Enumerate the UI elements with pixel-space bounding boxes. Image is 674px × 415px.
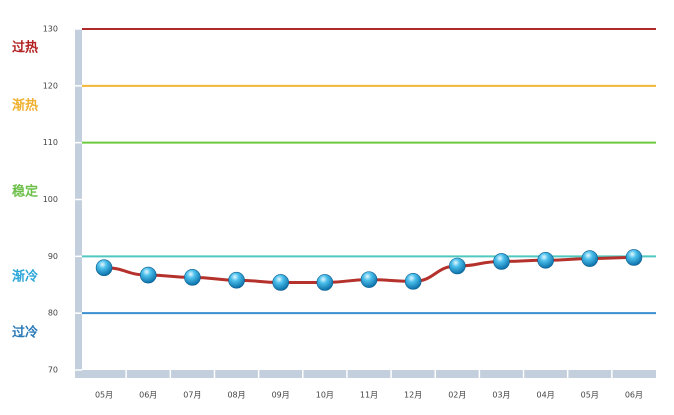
data-point — [493, 253, 510, 270]
data-point — [95, 259, 113, 277]
y-axis-bar — [75, 29, 82, 378]
data-point — [537, 252, 554, 269]
x-tick-label: 06月 — [139, 391, 157, 400]
y-tick-label: 120 — [43, 81, 58, 90]
data-point — [316, 274, 334, 291]
y-tick-label: 130 — [43, 25, 58, 34]
zone-label: 稳定 — [12, 184, 38, 200]
data-point — [404, 273, 422, 290]
x-tick-label: 06月 — [625, 391, 643, 400]
x-tick-label: 08月 — [227, 391, 245, 400]
y-tick-label: 80 — [48, 309, 58, 318]
data-point — [449, 257, 466, 275]
zone-label: 过冷 — [12, 325, 38, 341]
x-tick-label: 09月 — [272, 391, 290, 400]
x-tick-label: 12月 — [404, 391, 422, 400]
data-point — [625, 249, 643, 266]
y-tick-label: 70 — [48, 366, 58, 375]
x-tick-label: 04月 — [537, 391, 555, 400]
data-point — [581, 250, 599, 267]
y-tick-label: 100 — [43, 195, 58, 204]
x-tick-label: 05月 — [95, 391, 113, 400]
y-tick-label: 90 — [48, 252, 58, 261]
data-point — [139, 266, 157, 284]
x-tick-label: 03月 — [492, 391, 510, 400]
x-tick-label: 02月 — [448, 391, 466, 400]
data-point — [184, 269, 201, 286]
data-point — [272, 274, 289, 291]
zone-label: 过热 — [12, 40, 38, 56]
x-tick-label: 05月 — [581, 391, 599, 400]
x-tick-label: 07月 — [183, 391, 201, 400]
zone-label: 渐热 — [12, 98, 38, 114]
data-point — [360, 271, 378, 288]
x-axis-bar — [75, 370, 656, 378]
data-point — [228, 271, 245, 289]
x-tick-label: 10月 — [316, 391, 334, 400]
zone-label: 渐冷 — [12, 269, 38, 285]
y-tick-label: 110 — [43, 138, 58, 147]
x-tick-label: 11月 — [360, 391, 378, 400]
